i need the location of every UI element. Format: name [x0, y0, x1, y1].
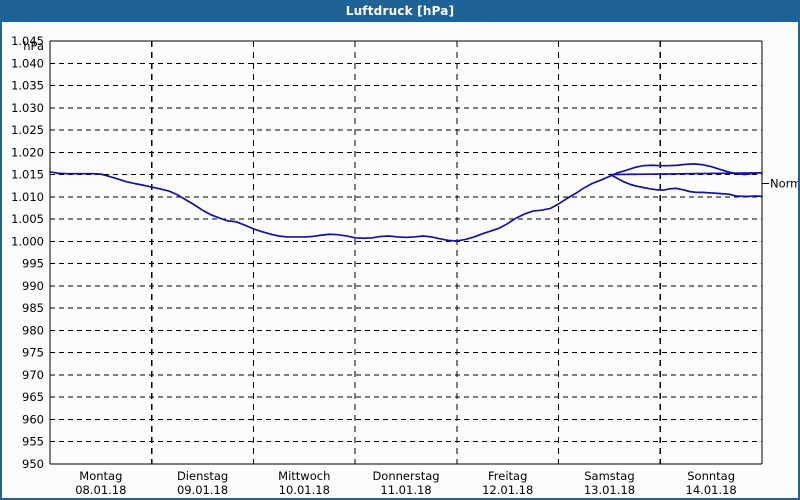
y-axis-unit-label: hPa — [23, 39, 44, 53]
x-tick-date-label: 14.01.18 — [686, 483, 737, 497]
y-tick-label: 995 — [22, 257, 44, 271]
normal-annotation-label: Normal — [770, 176, 798, 190]
x-tick-day-label: Donnerstag — [372, 469, 439, 483]
x-tick-date-label: 08.01.18 — [75, 483, 126, 497]
y-tick-label: 1.000 — [11, 234, 44, 248]
vertical-day-gridlines — [151, 41, 661, 464]
y-tick-label: 950 — [22, 457, 44, 471]
y-tick-label: 1.020 — [11, 145, 44, 159]
x-tick-date-label: 11.01.18 — [380, 483, 431, 497]
x-tick-date-label: 12.01.18 — [482, 483, 533, 497]
y-tick-label: 980 — [22, 323, 44, 337]
window-title-bar: Luftdruck [hPa] — [2, 2, 798, 22]
y-tick-label: 985 — [22, 301, 44, 315]
y-tick-label: 1.010 — [11, 190, 44, 204]
y-tick-label: 1.015 — [11, 168, 44, 182]
x-tick-date-label: 13.01.18 — [584, 483, 635, 497]
y-tick-label: 1.025 — [11, 123, 44, 137]
x-tick-date-label: 09.01.18 — [177, 483, 228, 497]
pressure-series-line — [49, 163, 763, 242]
x-tick-date-label: 10.01.18 — [279, 483, 330, 497]
y-tick-label: 965 — [22, 390, 44, 404]
y-tick-label: 1.045 — [11, 34, 44, 48]
y-tick-label: 1.030 — [11, 101, 44, 115]
x-tick-day-label: Montag — [79, 469, 122, 483]
y-tick-label: 955 — [22, 435, 44, 449]
y-tick-label: 1.040 — [11, 56, 44, 70]
x-tick-day-label: Freitag — [488, 469, 527, 483]
x-tick-day-label: Sonntag — [687, 469, 735, 483]
x-tick-day-label: Mittwoch — [278, 469, 330, 483]
y-tick-label: 970 — [22, 368, 44, 382]
y-tick-label: 960 — [22, 412, 44, 426]
y-tick-label: 1.035 — [11, 79, 44, 93]
y-axis-tick-labels: 1.045 1.040 1.035 1.030 1.025 1.020 1.015 1.010… — [11, 34, 44, 471]
y-tick-label: 990 — [22, 279, 44, 293]
horizontal-gridlines — [50, 40, 762, 443]
page-title: Luftdruck [hPa] — [345, 4, 455, 18]
x-tick-day-label: Samstag — [584, 469, 634, 483]
y-tick-label: 975 — [22, 346, 44, 360]
y-tick-label: 1.005 — [11, 212, 44, 226]
x-tick-day-label: Dienstag — [177, 469, 228, 483]
